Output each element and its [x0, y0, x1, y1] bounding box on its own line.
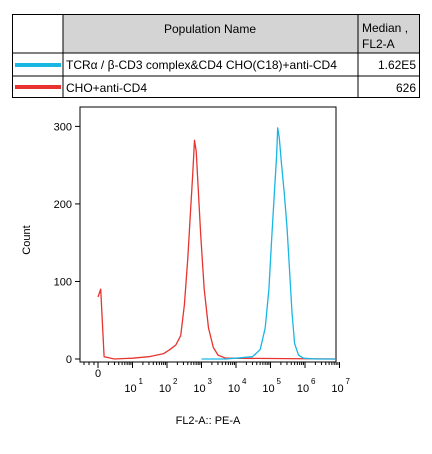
x-tick-exponent: 7 — [346, 377, 351, 386]
legend-border — [12, 14, 420, 98]
x-tick-label: 10 — [331, 383, 343, 395]
legend-row1-name: TCRα / β-CD3 complex&CD4 CHO(C18)+anti-C… — [66, 58, 337, 72]
header-median-line1: Median , — [362, 21, 408, 35]
x-tick-exponent: 1 — [139, 377, 144, 386]
x-tick-exponent: 5 — [277, 377, 282, 386]
plot-frame — [79, 106, 337, 363]
x-tick-exponent: 2 — [173, 377, 178, 386]
x-tick-label: 0 — [95, 368, 101, 380]
x-tick-label: 10 — [124, 383, 136, 395]
x-tick-label: 10 — [193, 383, 205, 395]
x-tick-exponent: 4 — [242, 377, 247, 386]
x-tick-label: 10 — [262, 383, 274, 395]
y-tick-label: 100 — [54, 276, 72, 288]
legend-row2-median: 626 — [396, 81, 416, 95]
series-line-red — [97, 139, 336, 360]
y-tick-label: 300 — [54, 121, 72, 133]
y-tick-label: 0 — [66, 354, 72, 366]
header-median-cell — [358, 15, 419, 53]
x-tick-exponent: 6 — [311, 377, 316, 386]
legend-table: Population Name Median , FL2-A TCRα / β-… — [12, 14, 420, 98]
header-name-cell — [63, 15, 358, 53]
header-median-line2: FL2-A — [362, 37, 395, 51]
legend-row1-median: 1.62E5 — [378, 58, 416, 72]
x-tick-exponent: 3 — [208, 377, 213, 386]
series-line-cyan — [201, 127, 335, 360]
x-tick-label: 10 — [297, 383, 309, 395]
x-tick-label: 10 — [159, 383, 171, 395]
header-population-name: Population Name — [164, 22, 256, 36]
x-axis-label: FL2-A:: PE-A — [176, 415, 241, 427]
series-layer — [97, 127, 336, 360]
y-tick-label: 200 — [54, 199, 72, 211]
x-tick-label: 10 — [228, 383, 240, 395]
legend-row2-name: CHO+anti-CD4 — [66, 81, 147, 95]
y-axis-label: Count — [21, 225, 33, 254]
